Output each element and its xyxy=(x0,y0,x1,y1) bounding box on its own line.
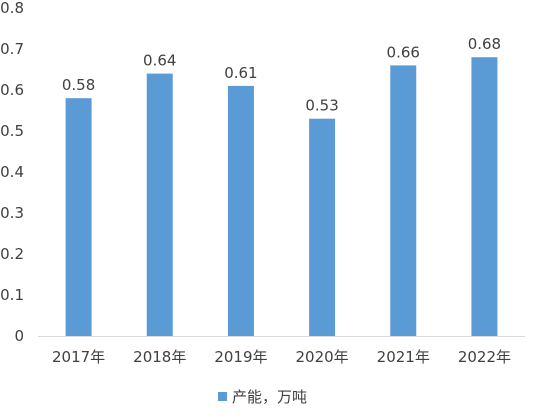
legend-swatch xyxy=(218,392,227,401)
bar xyxy=(227,85,254,337)
bar xyxy=(146,73,173,336)
bar-value-label: 0.68 xyxy=(468,35,501,53)
y-axis-ticks: 0 0.1 0.2 0.3 0.4 0.5 0.6 0.7 0.8 xyxy=(0,0,24,345)
x-tick-label: 2021年 xyxy=(377,348,430,366)
bar-value-label: 0.58 xyxy=(62,76,95,94)
y-tick-label: 0.6 xyxy=(0,81,24,99)
y-tick-label: 0.1 xyxy=(0,286,24,304)
x-tick-label: 2019年 xyxy=(214,348,267,366)
y-tick-label: 0.8 xyxy=(0,0,24,17)
legend: 产能，万吨 xyxy=(218,388,307,406)
y-tick-label: 0.7 xyxy=(0,40,24,58)
bar-value-label: 0.66 xyxy=(387,43,420,61)
bars xyxy=(65,57,498,337)
y-tick-label: 0.5 xyxy=(0,122,24,140)
data-labels: 0.58 0.64 0.61 0.53 0.66 0.68 xyxy=(62,35,501,115)
y-tick-label: 0.3 xyxy=(0,204,24,222)
bar-value-label: 0.61 xyxy=(224,64,257,82)
legend-label: 产能，万吨 xyxy=(232,388,307,406)
x-tick-label: 2017年 xyxy=(52,348,105,366)
bar xyxy=(309,118,336,336)
x-tick-label: 2020年 xyxy=(295,348,348,366)
x-axis-ticks: 2017年 2018年 2019年 2020年 2021年 2022年 xyxy=(52,348,511,366)
y-tick-label: 0.2 xyxy=(0,245,24,263)
bar xyxy=(390,65,417,337)
x-tick-label: 2018年 xyxy=(133,348,186,366)
bar-value-label: 0.64 xyxy=(143,52,176,70)
bar-value-label: 0.53 xyxy=(305,97,338,115)
y-tick-label: 0.4 xyxy=(0,163,24,181)
y-tick-label: 0 xyxy=(14,327,24,345)
bar xyxy=(65,98,92,336)
x-tick-label: 2022年 xyxy=(458,348,511,366)
bar xyxy=(471,57,498,336)
